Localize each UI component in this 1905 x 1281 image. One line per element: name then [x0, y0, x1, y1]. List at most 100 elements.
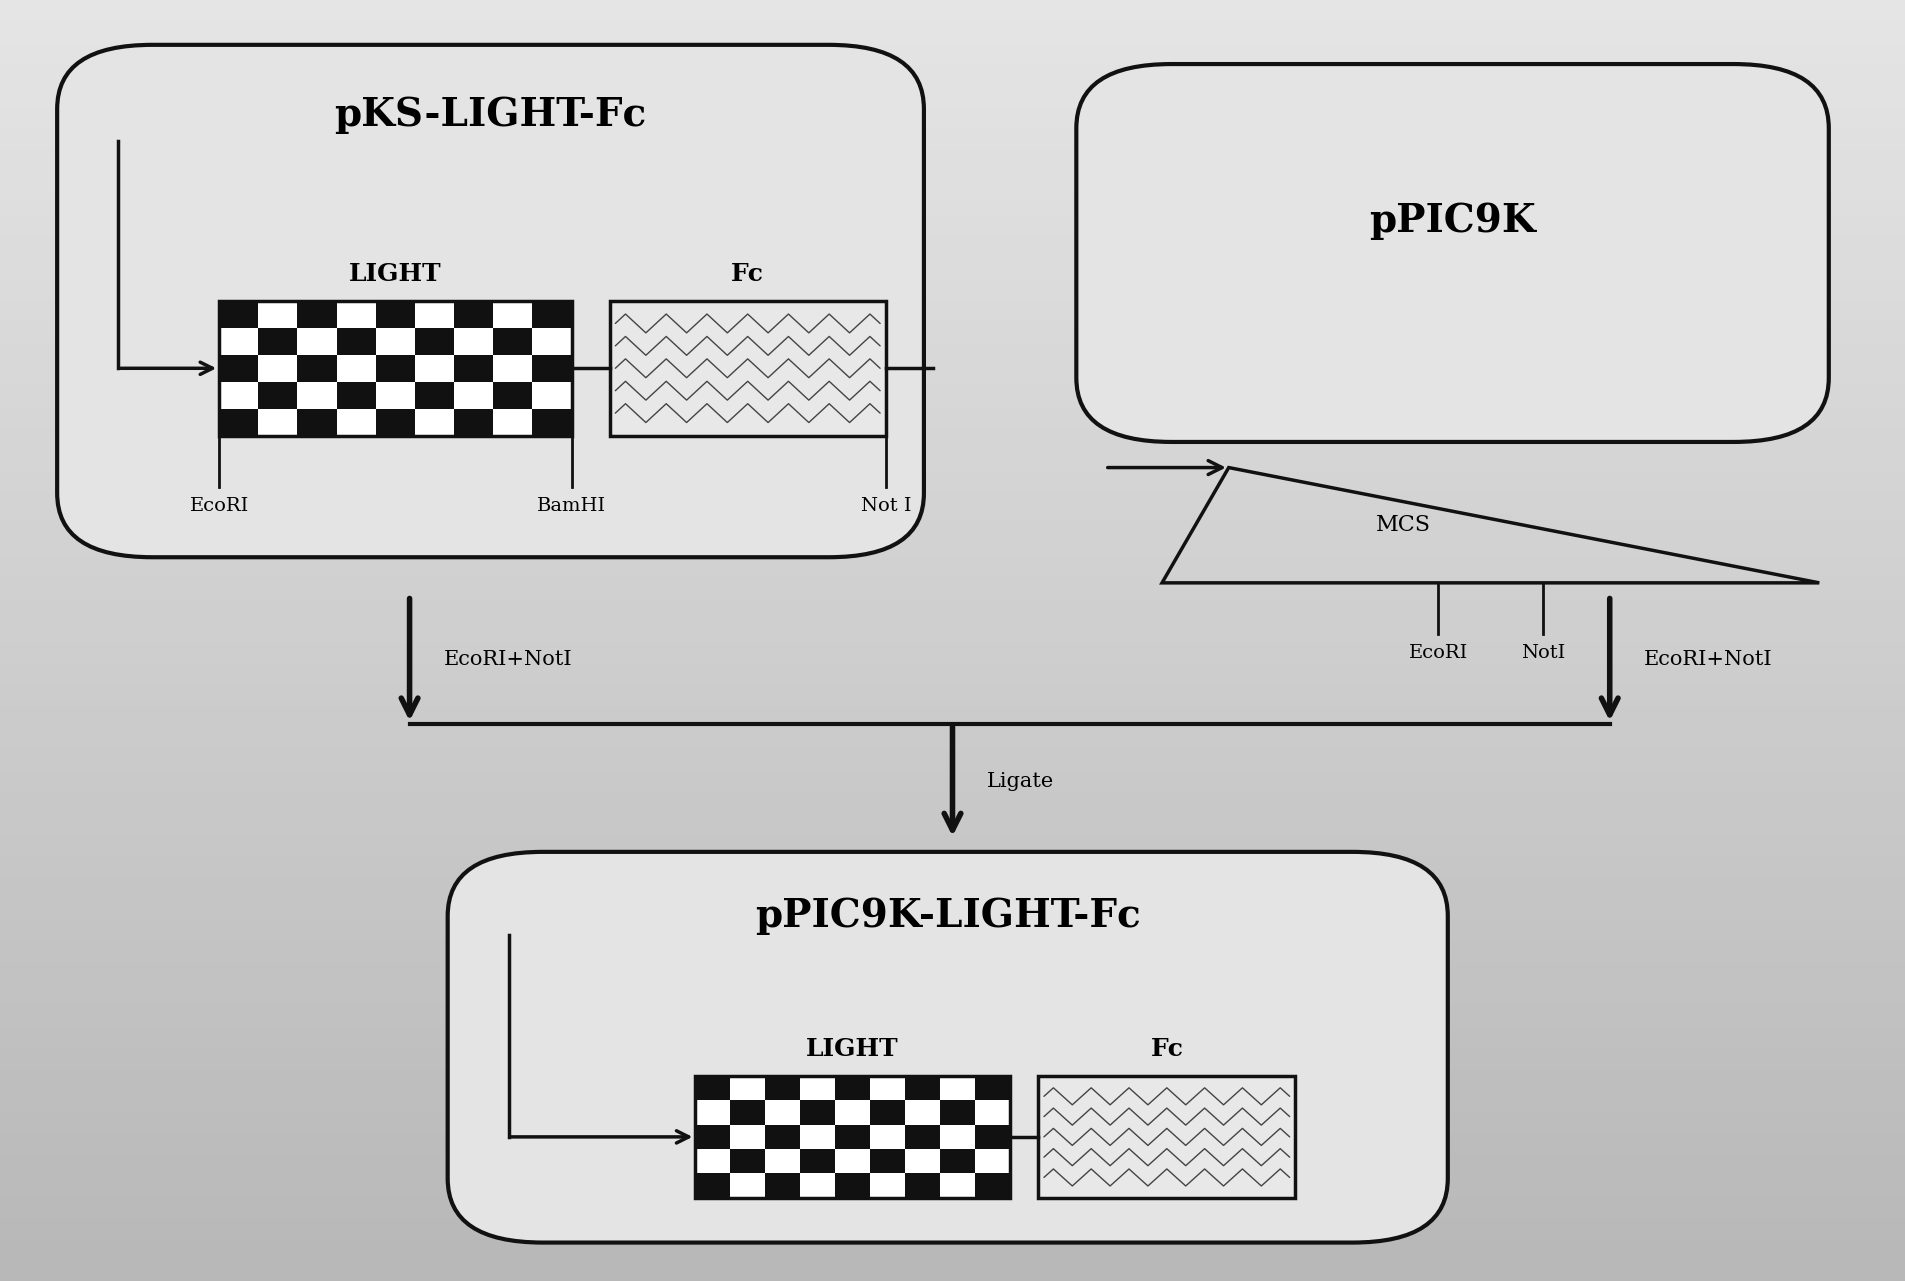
Bar — [0, 150, 1905, 170]
Bar — [0, 1131, 1905, 1153]
Bar — [695, 1076, 1010, 1198]
Bar — [871, 1100, 905, 1125]
Bar — [493, 382, 531, 409]
Bar — [453, 355, 493, 382]
Bar — [0, 1047, 1905, 1067]
Bar — [0, 1003, 1905, 1025]
Bar — [766, 1076, 800, 1100]
Bar — [695, 1125, 730, 1149]
Bar — [0, 854, 1905, 875]
Text: EcoRI+NotI: EcoRI+NotI — [1644, 651, 1774, 669]
Bar — [0, 939, 1905, 961]
Bar — [0, 214, 1905, 234]
Text: pPIC9K: pPIC9K — [1370, 202, 1535, 240]
Bar — [834, 1125, 871, 1149]
Bar — [0, 64, 1905, 86]
Bar — [0, 790, 1905, 811]
Bar — [0, 384, 1905, 406]
Bar — [800, 1149, 834, 1173]
Bar — [0, 1259, 1905, 1281]
Bar — [0, 1239, 1905, 1259]
Bar — [0, 170, 1905, 192]
Bar — [0, 555, 1905, 576]
Bar — [0, 897, 1905, 918]
Bar — [0, 1217, 1905, 1239]
Bar — [0, 811, 1905, 833]
Bar — [730, 1149, 766, 1173]
Bar — [0, 427, 1905, 448]
Bar — [0, 833, 1905, 854]
Text: Fc: Fc — [732, 261, 764, 286]
Text: MCS: MCS — [1375, 514, 1431, 537]
Bar — [975, 1076, 1010, 1100]
Text: Fc: Fc — [1151, 1036, 1183, 1061]
Bar — [0, 342, 1905, 363]
Bar — [834, 1076, 871, 1100]
Bar — [730, 1100, 766, 1125]
Bar — [695, 1173, 730, 1198]
Bar — [493, 328, 531, 355]
Bar — [0, 448, 1905, 470]
Bar — [610, 301, 886, 436]
FancyBboxPatch shape — [1076, 64, 1829, 442]
Bar — [415, 328, 453, 355]
Bar — [219, 355, 259, 382]
Bar — [0, 598, 1905, 619]
Bar — [939, 1149, 975, 1173]
Bar — [695, 1076, 730, 1100]
Bar — [766, 1173, 800, 1198]
Bar — [0, 662, 1905, 683]
Bar — [0, 705, 1905, 726]
Bar — [0, 747, 1905, 769]
Bar — [0, 192, 1905, 214]
Bar — [0, 1089, 1905, 1111]
Text: Ligate: Ligate — [987, 772, 1053, 790]
Bar — [0, 234, 1905, 256]
Bar — [337, 382, 375, 409]
Bar — [0, 128, 1905, 150]
Bar — [0, 918, 1905, 939]
Text: EcoRI+NotI: EcoRI+NotI — [444, 651, 573, 669]
Bar — [0, 512, 1905, 534]
Bar — [0, 106, 1905, 128]
Bar — [0, 683, 1905, 705]
Bar — [0, 298, 1905, 320]
Bar — [905, 1173, 939, 1198]
Bar — [0, 1175, 1905, 1195]
Bar — [531, 301, 571, 328]
Bar — [0, 961, 1905, 983]
Bar — [0, 42, 1905, 64]
Bar — [219, 301, 259, 328]
Bar — [610, 301, 886, 436]
Text: EcoRI: EcoRI — [189, 497, 250, 515]
Bar — [0, 1025, 1905, 1047]
Bar — [0, 86, 1905, 106]
Bar — [375, 409, 415, 436]
Bar — [871, 1149, 905, 1173]
Bar — [1038, 1076, 1295, 1198]
Text: pKS-LIGHT-Fc: pKS-LIGHT-Fc — [335, 96, 646, 135]
Bar — [531, 409, 571, 436]
Bar — [0, 726, 1905, 747]
Bar — [0, 640, 1905, 662]
Bar — [0, 619, 1905, 640]
Bar — [800, 1100, 834, 1125]
Text: NotI: NotI — [1520, 644, 1566, 662]
Bar — [337, 328, 375, 355]
Bar — [905, 1076, 939, 1100]
Bar — [453, 409, 493, 436]
Text: pPIC9K-LIGHT-Fc: pPIC9K-LIGHT-Fc — [754, 897, 1141, 935]
Text: Not I: Not I — [861, 497, 911, 515]
Bar — [0, 983, 1905, 1003]
Bar — [415, 382, 453, 409]
Bar — [939, 1100, 975, 1125]
Bar — [0, 278, 1905, 298]
Bar — [0, 406, 1905, 427]
Bar — [695, 1076, 1010, 1198]
Bar — [975, 1173, 1010, 1198]
Bar — [531, 355, 571, 382]
Bar — [0, 576, 1905, 598]
Bar — [219, 409, 259, 436]
Bar — [905, 1125, 939, 1149]
Bar — [0, 1067, 1905, 1089]
